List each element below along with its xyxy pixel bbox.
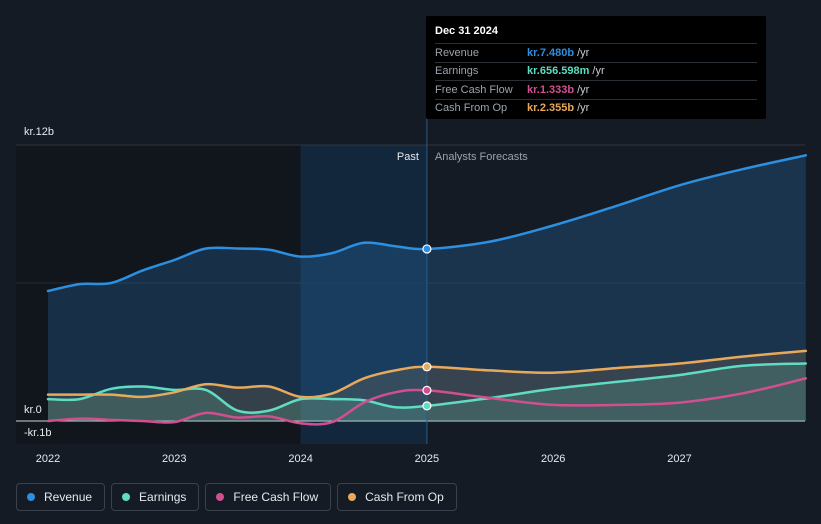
x-tick-label: 2025 <box>415 453 439 465</box>
x-tick-label: 2026 <box>541 453 565 465</box>
legend: Revenue Earnings Free Cash Flow Cash Fro… <box>16 483 457 511</box>
x-tick-label: 2023 <box>162 453 186 465</box>
tooltip-row-revenue: Revenue kr.7.480b /yr <box>435 43 757 62</box>
legend-item-earnings[interactable]: Earnings <box>111 483 200 511</box>
tooltip-row-earnings: Earnings kr.656.598m /yr <box>435 61 757 81</box>
earnings-dot-icon <box>122 493 131 501</box>
tooltip-label: Cash From Op <box>435 102 508 115</box>
series-lines <box>46 154 808 426</box>
tooltip-unit: /yr <box>577 83 590 96</box>
forecast-label: Analysts Forecasts <box>435 151 528 163</box>
x-tick-label: 2027 <box>667 453 691 465</box>
free-cash-flow-marker <box>422 385 432 395</box>
tooltip-value: kr.7.480b <box>527 46 575 59</box>
earnings-line <box>46 362 808 414</box>
tooltip-label: Earnings <box>435 65 479 78</box>
cash-from-op-marker <box>422 362 432 372</box>
tooltip-date: Dec 31 2024 <box>435 25 498 37</box>
legend-label: Cash From Op <box>365 490 444 504</box>
legend-item-free-cash-flow[interactable]: Free Cash Flow <box>205 483 332 511</box>
x-axis-labels: 2022 2023 2024 2025 2026 2027 <box>36 453 692 465</box>
legend-label: Earnings <box>139 490 187 504</box>
free-cash-flow-line <box>46 377 808 426</box>
y-axis-labels: kr.12b kr.0 -kr.1b <box>24 126 54 439</box>
earnings-area <box>48 363 806 421</box>
revenue-dot-icon <box>27 493 35 501</box>
tooltip-value: kr.1.333b <box>527 83 575 96</box>
tooltip: Dec 31 2024 Revenue kr.7.480b /yr Earnin… <box>426 16 766 119</box>
tooltip-unit: /yr <box>592 65 605 78</box>
y-tick-label: kr.12b <box>24 126 54 138</box>
series-markers <box>422 244 432 411</box>
legend-label: Free Cash Flow <box>233 490 319 504</box>
tooltip-value: kr.656.598m <box>527 65 590 78</box>
x-tick-label: 2024 <box>288 453 312 465</box>
x-tick-label: 2022 <box>36 453 60 465</box>
y-tick-label: -kr.1b <box>24 427 52 439</box>
legend-label: Revenue <box>44 490 93 504</box>
tooltip-value: kr.2.355b <box>527 102 575 115</box>
earnings-marker <box>422 401 432 411</box>
past-label: Past <box>397 151 419 163</box>
tooltip-label: Revenue <box>435 46 480 59</box>
cash-from-op-line <box>46 349 808 399</box>
legend-item-revenue[interactable]: Revenue <box>16 483 106 511</box>
cash-from-op-dot-icon <box>348 493 357 501</box>
tooltip-unit: /yr <box>577 102 590 115</box>
highlight-region <box>300 145 427 444</box>
legend-item-cash-from-op[interactable]: Cash From Op <box>337 483 457 511</box>
revenue-line <box>46 154 808 293</box>
tooltip-row-free-cash-flow: Free Cash Flow kr.1.333b /yr <box>435 80 757 99</box>
tooltip-label: Free Cash Flow <box>435 83 513 96</box>
free-cash-flow-dot-icon <box>216 493 225 501</box>
y-tick-label: kr.0 <box>24 404 42 416</box>
revenue-marker <box>422 244 432 254</box>
tooltip-unit: /yr <box>577 46 590 59</box>
tooltip-row-cash-from-op: Cash From Op kr.2.355b /yr <box>435 98 757 118</box>
